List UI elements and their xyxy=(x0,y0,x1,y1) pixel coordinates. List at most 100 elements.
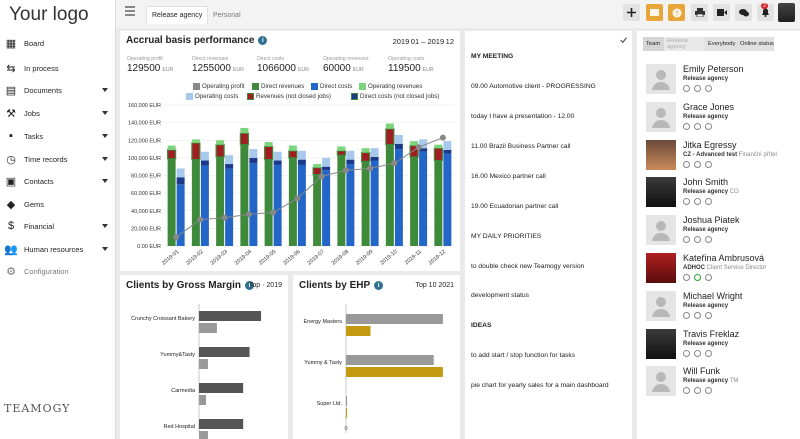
operating-profit-point[interactable] xyxy=(342,167,349,174)
login-icon[interactable] xyxy=(694,160,701,168)
bar-direct-costs[interactable] xyxy=(297,164,306,246)
bar-direct-costs[interactable] xyxy=(394,149,403,246)
bar-operating-revenues[interactable] xyxy=(288,145,297,151)
person-row[interactable]: Joshua Piatek Release agency xyxy=(641,215,796,252)
bar-revenues-not-closed[interactable] xyxy=(361,151,371,163)
person-row[interactable]: Grace Jones Release agency xyxy=(641,101,796,139)
avatar[interactable] xyxy=(646,328,676,359)
bar-operating-revenues[interactable] xyxy=(216,140,225,145)
bar-ehp[interactable] xyxy=(346,314,443,324)
fire-icon[interactable] xyxy=(705,274,712,281)
operating-profit-point[interactable] xyxy=(270,209,277,216)
avatar[interactable] xyxy=(646,366,676,397)
person-name[interactable]: Michael Wright xyxy=(683,290,743,301)
chevron-down-icon[interactable] xyxy=(102,88,108,92)
person-name[interactable]: Travis Freklaz xyxy=(683,328,740,339)
person-row[interactable]: Emily Peterson Release agency xyxy=(641,64,796,101)
avatar[interactable] xyxy=(646,177,676,208)
chevron-down-icon[interactable] xyxy=(102,111,108,115)
status-icon[interactable] xyxy=(683,387,690,395)
bar-costs[interactable] xyxy=(199,323,217,333)
menu-icon[interactable] xyxy=(125,6,135,18)
bar-operating-revenues[interactable] xyxy=(240,127,249,134)
filter-release-agency[interactable]: Release agency xyxy=(664,37,706,51)
bar-direct-revenues[interactable] xyxy=(410,156,419,246)
person-row[interactable]: Kateřina Ambrusová ADHOC Client Service D… xyxy=(641,253,796,290)
fire-icon[interactable] xyxy=(705,349,712,357)
sidebar-item-human-resources[interactable]: 👥 Human resources xyxy=(0,238,116,260)
bar-revenues-not-closed[interactable] xyxy=(312,166,322,176)
bar-direct-revenues[interactable] xyxy=(240,144,249,246)
person-row[interactable]: John Smith Release agency CO xyxy=(641,177,796,214)
legend-direct-costs[interactable]: Direct costs xyxy=(311,83,352,90)
login-icon[interactable] xyxy=(694,349,701,357)
bar-gross-margin[interactable] xyxy=(199,311,262,321)
fire-icon[interactable] xyxy=(705,236,712,244)
bar-costs[interactable] xyxy=(199,431,208,439)
bar-target[interactable] xyxy=(346,326,371,336)
person-row[interactable]: Will Funk Release agency TM xyxy=(641,366,796,403)
bar-operating-revenues[interactable] xyxy=(191,139,200,143)
operating-profit-point[interactable] xyxy=(391,160,398,167)
bar-revenues-not-closed[interactable] xyxy=(288,150,298,159)
legend-direct-revenues[interactable]: Direct revenues xyxy=(252,83,304,90)
avatar[interactable] xyxy=(646,139,676,170)
bar-operating-revenues[interactable] xyxy=(410,141,419,146)
person-row[interactable]: Michael Wright Release agency xyxy=(641,290,796,328)
sidebar-item-time-records[interactable]: ◷ Time records xyxy=(0,148,116,170)
login-icon[interactable] xyxy=(694,85,701,92)
avatar[interactable] xyxy=(646,215,676,246)
bar-ehp[interactable] xyxy=(346,355,434,365)
bar-revenues-not-closed[interactable] xyxy=(167,149,177,160)
bar-direct-revenues[interactable] xyxy=(361,161,370,246)
avatar[interactable] xyxy=(646,64,676,94)
bar-revenues-not-closed[interactable] xyxy=(409,144,419,158)
filter-team[interactable]: Team xyxy=(643,37,666,51)
bar-direct-revenues[interactable] xyxy=(313,174,322,246)
login-icon[interactable] xyxy=(694,236,701,244)
bar-operating-revenues[interactable] xyxy=(385,123,394,129)
bar-direct-costs-not-closed[interactable] xyxy=(297,159,306,165)
bar-operating-costs[interactable] xyxy=(322,157,331,167)
sidebar-item-documents[interactable]: ▤ Documents xyxy=(0,79,116,101)
fire-icon[interactable] xyxy=(705,122,712,130)
legend-operating-revenues[interactable]: Operating revenues xyxy=(359,83,422,90)
bar-revenues-not-closed[interactable] xyxy=(433,147,443,162)
person-name[interactable]: Kateřina Ambrusová xyxy=(683,253,765,263)
fire-icon[interactable] xyxy=(705,160,712,168)
legend-operating-costs[interactable]: Operating costs xyxy=(186,93,238,100)
bar-gross-margin[interactable] xyxy=(199,383,244,393)
bar-operating-revenues[interactable] xyxy=(337,146,346,151)
bar-direct-costs[interactable] xyxy=(225,168,234,246)
status-icon[interactable] xyxy=(683,160,690,168)
status-icon[interactable] xyxy=(683,349,690,357)
tab-release-agency[interactable]: Release agency xyxy=(146,6,209,24)
fire-icon[interactable] xyxy=(705,311,712,319)
bar-operating-revenues[interactable] xyxy=(167,145,176,150)
bar-operating-revenues[interactable] xyxy=(313,164,322,168)
bar-direct-revenues[interactable] xyxy=(191,159,200,246)
bar-operating-costs[interactable] xyxy=(225,155,234,165)
sidebar-item-financial[interactable]: $ Financial xyxy=(0,215,116,237)
app-logo[interactable]: Your logo xyxy=(9,4,89,25)
bar-operating-revenues[interactable] xyxy=(434,144,443,149)
bar-gross-margin[interactable] xyxy=(199,419,244,429)
person-row[interactable]: Travis Freklaz Release agency xyxy=(641,328,796,366)
operating-profit-point[interactable] xyxy=(173,234,180,241)
sidebar-item-board[interactable]: ▦ Board xyxy=(0,32,116,54)
status-icon[interactable] xyxy=(683,198,690,206)
person-name[interactable]: Joshua Piatek xyxy=(683,215,740,226)
bar-revenues-not-closed[interactable] xyxy=(191,142,201,161)
bar-direct-costs[interactable] xyxy=(273,164,282,246)
sidebar-item-configuration[interactable]: ⚙ Configuration xyxy=(0,260,116,282)
login-icon[interactable] xyxy=(694,274,701,281)
legend-direct-costs-not-closed-jobs[interactable]: Direct costs (not closed jobs) xyxy=(351,93,439,100)
person-row[interactable]: Jitka Egressy CZ - Advanced test Finanční… xyxy=(641,139,796,177)
bar-operating-costs[interactable] xyxy=(249,149,258,158)
bar-direct-revenues[interactable] xyxy=(434,160,443,246)
person-name[interactable]: Grace Jones xyxy=(683,101,735,112)
add-button[interactable] xyxy=(623,4,640,21)
bar-operating-costs[interactable] xyxy=(370,148,379,157)
fire-icon[interactable] xyxy=(705,387,712,395)
bar-direct-costs[interactable] xyxy=(443,153,452,246)
